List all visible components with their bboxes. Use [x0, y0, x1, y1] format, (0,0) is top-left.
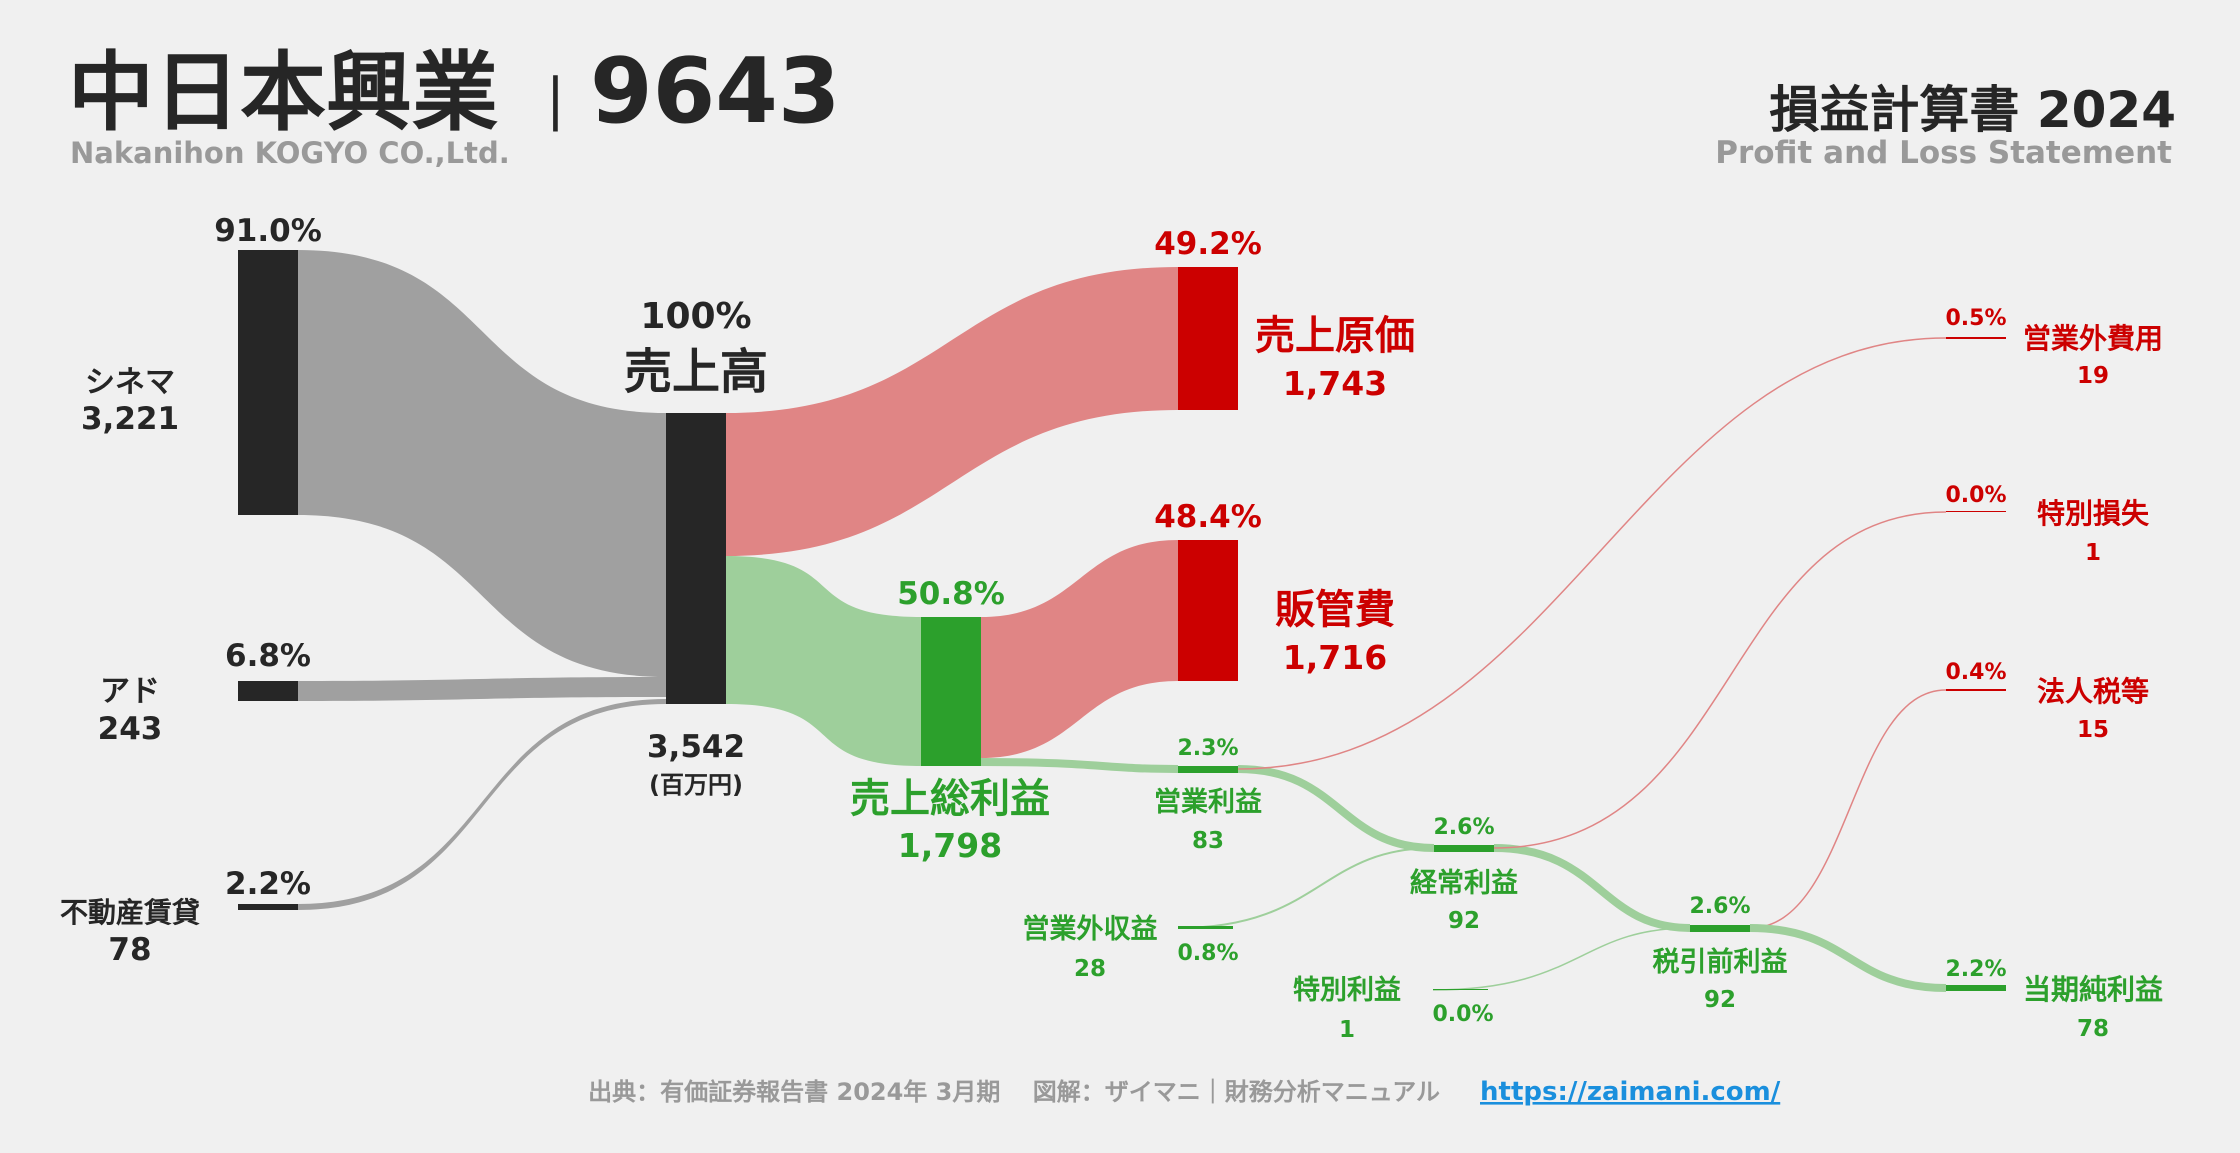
non-op-income-name: 営業外収益	[1023, 913, 1158, 945]
operating-profit-pct: 2.3%	[1177, 736, 1238, 761]
flow-cinema	[298, 250, 666, 677]
node-bar-operating-profit	[1178, 766, 1238, 773]
real-estate-pct: 2.2%	[225, 866, 311, 902]
cinema-value: 3,221	[81, 401, 179, 437]
real-estate-value: 78	[108, 932, 151, 968]
pretax-profit-value: 92	[1704, 987, 1736, 1013]
operating-profit-name: 営業利益	[1154, 786, 1262, 818]
company-name: 中日本興業	[68, 43, 498, 143]
pretax-profit-pct: 2.6%	[1689, 894, 1750, 919]
sga-name: 販管費	[1275, 587, 1395, 633]
cogs-value: 1,743	[1283, 364, 1387, 403]
non-op-expense-name: 営業外費用	[2023, 322, 2163, 355]
flow-extraordinary-loss	[1493, 511, 1947, 849]
sga-pct: 48.4%	[1154, 499, 1262, 535]
extraordinary-income-value: 1	[1339, 1017, 1355, 1043]
ad-value: 243	[98, 711, 163, 747]
stock-code: 9643	[590, 39, 841, 144]
pretax-profit-name: 税引前利益	[1653, 946, 1788, 978]
node-bar-ordinary-profit	[1434, 845, 1494, 852]
non-op-expense-pct: 0.5%	[1945, 306, 2006, 331]
flow-operating-profit	[980, 758, 1179, 773]
revenue-value: 3,542	[647, 729, 745, 765]
node-bar-pretax-profit	[1690, 925, 1750, 932]
net-profit-value: 78	[2077, 1016, 2109, 1042]
cinema-name: シネマ	[85, 365, 175, 400]
operating-profit-value: 83	[1192, 828, 1224, 854]
flow-to-ordinary	[1237, 765, 1435, 852]
flow-non-op-income	[1177, 847, 1435, 929]
node-bar-net-profit	[1946, 985, 2006, 991]
tax-pct: 0.4%	[1945, 660, 2006, 685]
node-bar-extraordinary-income	[1433, 989, 1488, 990]
extraordinary-income-pct: 0.0%	[1432, 1002, 1493, 1027]
cogs-pct: 49.2%	[1154, 226, 1262, 262]
flow-gross-profit	[726, 556, 921, 766]
revenue-name: 売上高	[624, 344, 768, 400]
ordinary-profit-name: 経常利益	[1410, 867, 1518, 899]
node-bar-gross-profit	[921, 617, 981, 766]
cinema-pct: 91.0%	[214, 213, 322, 249]
net-profit-pct: 2.2%	[1945, 957, 2006, 982]
footer-url-link[interactable]: https://zaimani.com/	[1480, 1077, 1781, 1107]
flow-real-estate	[298, 699, 666, 910]
node-bar-extraordinary-loss	[1946, 511, 2006, 512]
non-op-expense-value: 19	[2077, 363, 2109, 389]
net-profit-name: 当期純利益	[2023, 973, 2163, 1006]
flow-extraordinary-income	[1432, 927, 1691, 991]
ordinary-profit-value: 92	[1448, 908, 1480, 934]
gross-profit-value: 1,798	[898, 826, 1002, 865]
flow-tax	[1749, 689, 1947, 929]
node-bar-tax	[1946, 689, 2006, 691]
node-bar-ad	[238, 681, 298, 701]
flow-cogs	[726, 267, 1178, 556]
extraordinary-income-name: 特別利益	[1293, 975, 1401, 1006]
statement-title-en: Profit and Loss Statement	[1715, 135, 2172, 171]
statement-title: 損益計算書 2024	[1769, 81, 2176, 139]
title-separator: |	[546, 67, 565, 132]
company-name-en: Nakanihon KOGYO CO.,Ltd.	[70, 136, 510, 170]
ad-name: アド	[100, 674, 160, 709]
tax-value: 15	[2077, 717, 2109, 743]
ordinary-profit-pct: 2.6%	[1433, 815, 1494, 840]
flow-sga	[981, 540, 1178, 758]
revenue-pct: 100%	[640, 296, 751, 337]
extraordinary-loss-value: 1	[2085, 540, 2101, 566]
real-estate-name: 不動産賃貸	[60, 896, 200, 929]
tax-name: 法人税等	[2037, 675, 2149, 708]
node-bar-sga	[1178, 540, 1238, 681]
ad-pct: 6.8%	[225, 638, 311, 674]
flow-to-pretax	[1493, 844, 1691, 932]
cogs-name: 売上原価	[1255, 313, 1415, 359]
flow-non-op-expense	[1237, 337, 1947, 770]
gross-profit-name: 売上総利益	[850, 776, 1050, 822]
non-op-income-value: 28	[1074, 956, 1106, 982]
flow-net-profit	[1749, 924, 1947, 992]
sga-value: 1,716	[1283, 638, 1387, 677]
gross-profit-pct: 50.8%	[897, 576, 1005, 612]
node-bar-real-estate	[238, 904, 298, 910]
extraordinary-loss-name: 特別損失	[2037, 497, 2150, 530]
node-bar-non-op-expense	[1946, 337, 2006, 339]
node-bar-cogs	[1178, 267, 1238, 410]
node-bar-non-op-income	[1178, 926, 1233, 929]
footer-source: 出典：有価証券報告書 2024年 3月期 図解：ザイマニ｜財務分析マニュアル	[588, 1078, 1440, 1106]
node-bar-cinema	[238, 250, 298, 515]
extraordinary-loss-pct: 0.0%	[1945, 483, 2006, 508]
non-op-income-pct: 0.8%	[1177, 941, 1238, 966]
revenue-unit: (百万円)	[649, 771, 743, 799]
node-bar-revenue	[666, 413, 726, 704]
flow-ad	[298, 677, 666, 701]
